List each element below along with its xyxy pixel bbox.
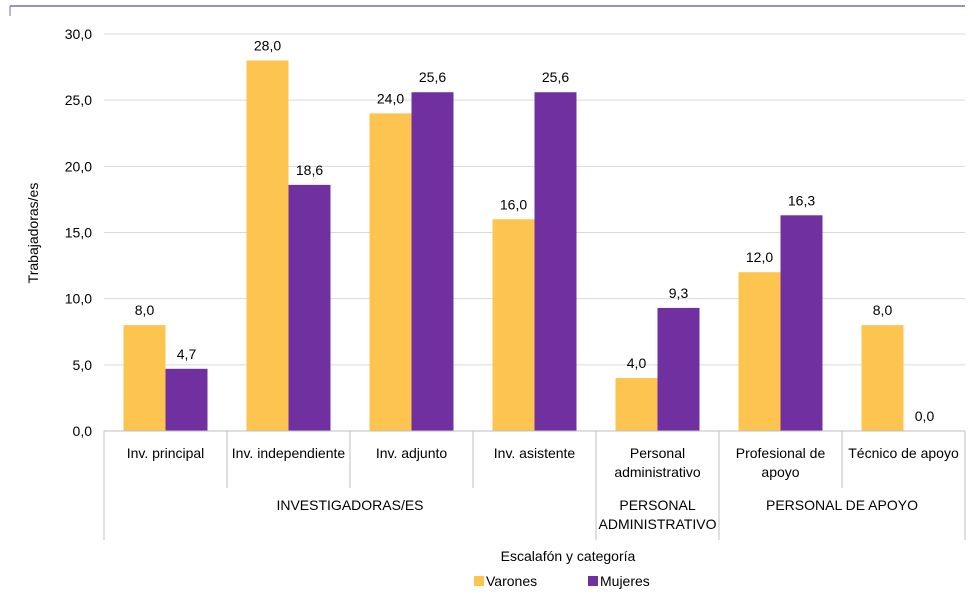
data-label: 28,0 <box>254 37 281 53</box>
group-label: PERSONAL <box>619 497 695 513</box>
y-tick-label: 25,0 <box>65 92 92 108</box>
data-label: 12,0 <box>746 249 773 265</box>
y-tick-label: 15,0 <box>65 225 92 241</box>
bar-varones <box>738 272 781 431</box>
data-label: 18,6 <box>296 162 323 178</box>
bar-mujeres <box>411 92 454 431</box>
bar-mujeres <box>165 368 208 431</box>
data-label: 4,0 <box>627 355 647 371</box>
legend-swatch <box>474 576 484 586</box>
category-label: Inv. principal <box>127 445 205 461</box>
y-axis-title: Trabajadoras/es <box>25 183 41 284</box>
data-labels: 8,0 4,7 28,0 18,6 24,0 25,6 16,0 25,6 4,0 9,3 12,0… <box>135 37 935 424</box>
data-label: 16,0 <box>500 196 527 212</box>
y-tick-label: 30,0 <box>65 26 92 42</box>
category-label: Profesional de <box>736 445 826 461</box>
legend: Varones Mujeres <box>474 573 650 589</box>
bar-varones <box>615 378 658 431</box>
bar-varones <box>246 60 289 431</box>
bars <box>123 60 904 432</box>
legend-swatch <box>588 576 598 586</box>
data-label: 8,0 <box>135 302 155 318</box>
y-tick-label: 5,0 <box>73 357 93 373</box>
data-label: 4,7 <box>177 346 197 362</box>
group-label: ADMINISTRATIVO <box>599 516 717 532</box>
category-label: Personal <box>630 445 685 461</box>
y-tick-label: 20,0 <box>65 158 92 174</box>
data-label: 25,6 <box>419 69 446 85</box>
x-axis-title: Escalafón y categoría <box>501 548 636 564</box>
bar-varones <box>861 325 904 431</box>
category-label: apoyo <box>761 464 799 480</box>
legend-label: Mujeres <box>600 573 650 589</box>
bar-mujeres <box>534 92 577 431</box>
category-label: administrativo <box>614 464 701 480</box>
category-label: Inv. asistente <box>494 445 576 461</box>
category-label: Inv. adjunto <box>376 445 448 461</box>
category-label: Inv. independiente <box>232 445 346 461</box>
data-label: 25,6 <box>542 69 569 85</box>
bar-varones <box>123 325 166 431</box>
group-label: INVESTIGADORAS/ES <box>276 497 423 513</box>
bar-mujeres <box>780 215 823 431</box>
bar-varones <box>492 219 535 431</box>
y-tick-label: 0,0 <box>73 423 93 439</box>
bar-mujeres <box>657 307 700 431</box>
category-label: Técnico de apoyo <box>848 445 959 461</box>
data-label: 0,0 <box>915 408 935 424</box>
data-label: 9,3 <box>669 285 689 301</box>
bar-mujeres <box>288 184 331 431</box>
y-tick-label: 10,0 <box>65 291 92 307</box>
bar-varones <box>369 113 412 432</box>
data-label: 8,0 <box>873 302 893 318</box>
y-axis-ticks: 0,0 5,0 10,0 15,0 20,0 25,0 30,0 <box>65 26 92 439</box>
group-label: PERSONAL DE APOYO <box>766 497 918 513</box>
legend-label: Varones <box>486 573 537 589</box>
data-label: 16,3 <box>788 192 815 208</box>
x-axis: Inv. principal Inv. independiente Inv. adj… <box>103 430 966 540</box>
data-label: 24,0 <box>377 90 404 106</box>
